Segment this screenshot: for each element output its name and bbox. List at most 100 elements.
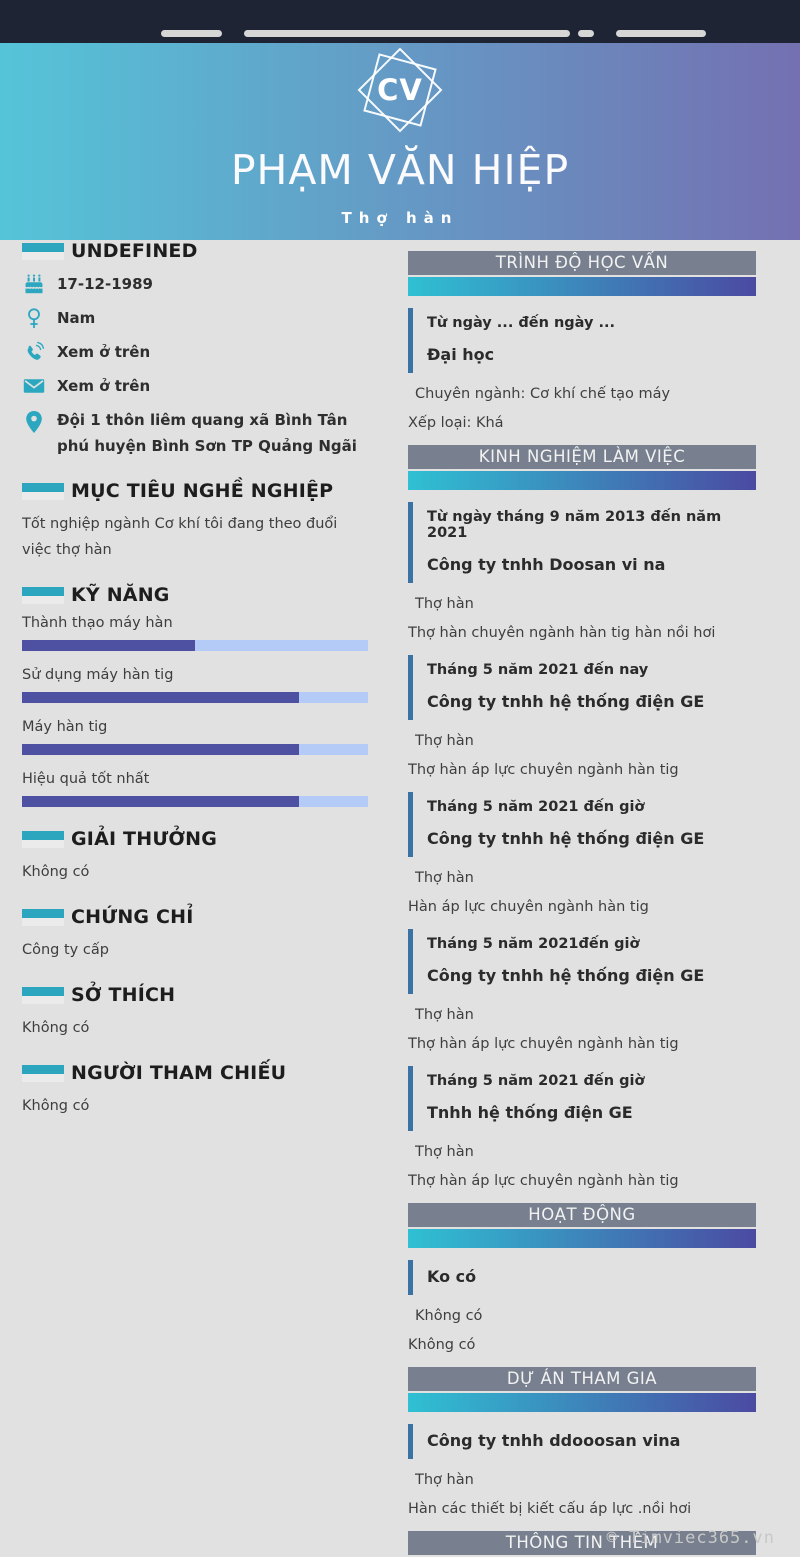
project-entry: Công ty tnhh ddooosan vina	[408, 1424, 756, 1459]
education-school: Đại học	[427, 345, 495, 364]
skill-item: Thành thạo máy hàn	[22, 615, 368, 651]
section-experience: KINH NGHIỆM LÀM VIỆC Từ ngày tháng 9 năm…	[408, 445, 756, 1189]
skill-label: Máy hàn tig	[22, 719, 108, 735]
section-gradient-bar	[408, 471, 756, 490]
logo-text: CV	[377, 72, 423, 107]
skill-bar-track	[22, 796, 368, 807]
job-company: Tnhh hệ thống điện GE	[427, 1103, 633, 1122]
education-period: Từ ngày ... đến ngày ...	[427, 315, 616, 331]
references-heading: NGƯỜI THAM CHIẾU	[22, 1062, 368, 1084]
job-period: Tháng 5 năm 2021 đến giờ	[427, 1073, 645, 1089]
additional-heading: THÔNG TIN THÊM	[408, 1531, 756, 1555]
gender-value: Nam	[57, 309, 96, 327]
activity-line: Không có	[408, 1337, 476, 1353]
phone-icon	[22, 340, 46, 364]
skill-bar-track	[22, 640, 368, 651]
address-value: Đội 1 thôn liêm quang xã Bình Tân phú hu…	[57, 411, 357, 455]
heading-accent-bar	[22, 1064, 64, 1082]
skill-item: Hiệu quả tốt nhất	[22, 771, 368, 807]
job-entry: Tháng 5 năm 2021đến giờ Công ty tnhh hệ …	[408, 929, 756, 994]
section-gradient-bar	[408, 277, 756, 296]
candidate-name: PHẠM VĂN HIỆP	[230, 146, 570, 194]
education-heading: TRÌNH ĐỘ HỌC VẤN	[408, 251, 756, 275]
info-row-address: Đội 1 thôn liêm quang xã Bình Tân phú hu…	[22, 407, 368, 459]
project-description: Hàn các thiết bị kiết cấu áp lực .nồi hơ…	[408, 1501, 692, 1517]
email-value: Xem ở trên	[57, 377, 151, 395]
email-icon	[22, 374, 46, 398]
section-additional-info: THÔNG TIN THÊM Thêm những thông tin khác…	[408, 1531, 756, 1557]
activity-line: Không có	[415, 1308, 483, 1324]
hobbies-text: Không có	[22, 1020, 90, 1036]
project-title: Công ty tnhh ddooosan vina	[427, 1431, 681, 1450]
job-role: Thợ hàn	[415, 1144, 474, 1160]
job-company: Công ty tnhh hệ thống điện GE	[427, 966, 705, 985]
section-gradient-bar	[408, 1393, 756, 1412]
awards-text: Không có	[22, 864, 90, 880]
section-profile: UNDEFINED 17-12-1989	[22, 240, 368, 459]
objective-heading: MỤC TIÊU NGHỀ NGHIỆP	[22, 480, 368, 502]
profile-heading: UNDEFINED	[22, 240, 368, 262]
cv-header: CV PHẠM VĂN HIỆP Thợ hàn	[0, 43, 800, 240]
job-period: Tháng 5 năm 2021 đến nay	[427, 662, 649, 678]
certificates-text: Công ty cấp	[22, 942, 109, 958]
job-role: Thợ hàn	[415, 870, 474, 886]
job-entry: Tháng 5 năm 2021 đến giờ Tnhh hệ thống đ…	[408, 1066, 756, 1131]
skill-label: Sử dụng máy hàn tig	[22, 667, 174, 683]
job-description: Hàn áp lực chuyên ngành hàn tig	[408, 899, 649, 915]
info-row-gender: Nam	[22, 305, 368, 331]
section-objective: MỤC TIÊU NGHỀ NGHIỆP Tốt nghiệp ngành Cơ…	[22, 480, 368, 563]
section-certificates: CHỨNG CHỈ Công ty cấp	[22, 906, 368, 963]
references-text: Không có	[22, 1098, 90, 1114]
skills-heading: KỸ NĂNG	[22, 584, 368, 606]
activity-title: Ko có	[427, 1267, 477, 1286]
job-entry: Tháng 5 năm 2021 đến nay Công ty tnhh hệ…	[408, 655, 756, 720]
education-entry: Từ ngày ... đến ngày ... Đại học	[408, 308, 756, 373]
activities-heading: HOẠT ĐỘNG	[408, 1203, 756, 1227]
site-watermark: © Timviec365.vn	[606, 1528, 775, 1548]
job-entry: Tháng 5 năm 2021 đến giờ Công ty tnhh hệ…	[408, 792, 756, 857]
section-references: NGƯỜI THAM CHIẾU Không có	[22, 1062, 368, 1119]
skill-bar-fill	[22, 744, 299, 755]
awards-heading: GIẢI THƯỞNG	[22, 828, 368, 850]
phone-value: Xem ở trên	[57, 343, 151, 361]
skill-bar-fill	[22, 640, 195, 651]
skill-item: Sử dụng máy hàn tig	[22, 667, 368, 703]
section-activities: HOẠT ĐỘNG Ko có Không có Không có	[408, 1203, 756, 1353]
job-description: Thợ hàn chuyên ngành hàn tig hàn nồi hơi	[408, 625, 716, 641]
birthday-cake-icon	[22, 272, 46, 296]
info-row-phone: Xem ở trên	[22, 339, 368, 365]
info-row-email: Xem ở trên	[22, 373, 368, 399]
job-description: Thợ hàn áp lực chuyên ngành hàn tig	[408, 762, 679, 778]
section-gradient-bar	[408, 1229, 756, 1248]
job-company: Công ty tnhh hệ thống điện GE	[427, 692, 705, 711]
education-major: Chuyên ngành: Cơ khí chế tạo máy	[415, 386, 671, 402]
heading-accent-bar	[22, 830, 64, 848]
job-company: Công ty tnhh Doosan vi na	[427, 555, 666, 574]
toolbar-line-3	[578, 30, 594, 37]
location-icon	[22, 410, 46, 434]
hobbies-heading: SỞ THÍCH	[22, 984, 368, 1006]
job-role: Thợ hàn	[415, 733, 474, 749]
skill-item: Máy hàn tig	[22, 719, 368, 755]
left-column: UNDEFINED 17-12-1989	[22, 240, 368, 1140]
toolbar-line-2	[244, 30, 570, 37]
app-topbar	[0, 0, 800, 43]
cv-logo: CV	[354, 46, 446, 133]
job-period: Từ ngày tháng 9 năm 2013 đến năm 2021	[427, 509, 722, 541]
certificates-heading: CHỨNG CHỈ	[22, 906, 368, 928]
job-role: Thợ hàn	[415, 1007, 474, 1023]
section-education: TRÌNH ĐỘ HỌC VẤN Từ ngày ... đến ngày ..…	[408, 251, 756, 431]
experience-heading: KINH NGHIỆM LÀM VIỆC	[408, 445, 756, 469]
heading-accent-bar	[22, 482, 64, 500]
skill-bar-track	[22, 744, 368, 755]
toolbar-line-1	[161, 30, 222, 37]
section-awards: GIẢI THƯỞNG Không có	[22, 828, 368, 885]
info-row-birthday: 17-12-1989	[22, 271, 368, 297]
project-role: Thợ hàn	[415, 1472, 474, 1488]
job-period: Tháng 5 năm 2021 đến giờ	[427, 799, 645, 815]
section-skills: KỸ NĂNG Thành thạo máy hàn Sử dụng máy h…	[22, 584, 368, 807]
section-projects: DỰ ÁN THAM GIA Công ty tnhh ddooosan vin…	[408, 1367, 756, 1517]
job-entry: Từ ngày tháng 9 năm 2013 đến năm 2021 Cô…	[408, 502, 756, 583]
job-company: Công ty tnhh hệ thống điện GE	[427, 829, 705, 848]
